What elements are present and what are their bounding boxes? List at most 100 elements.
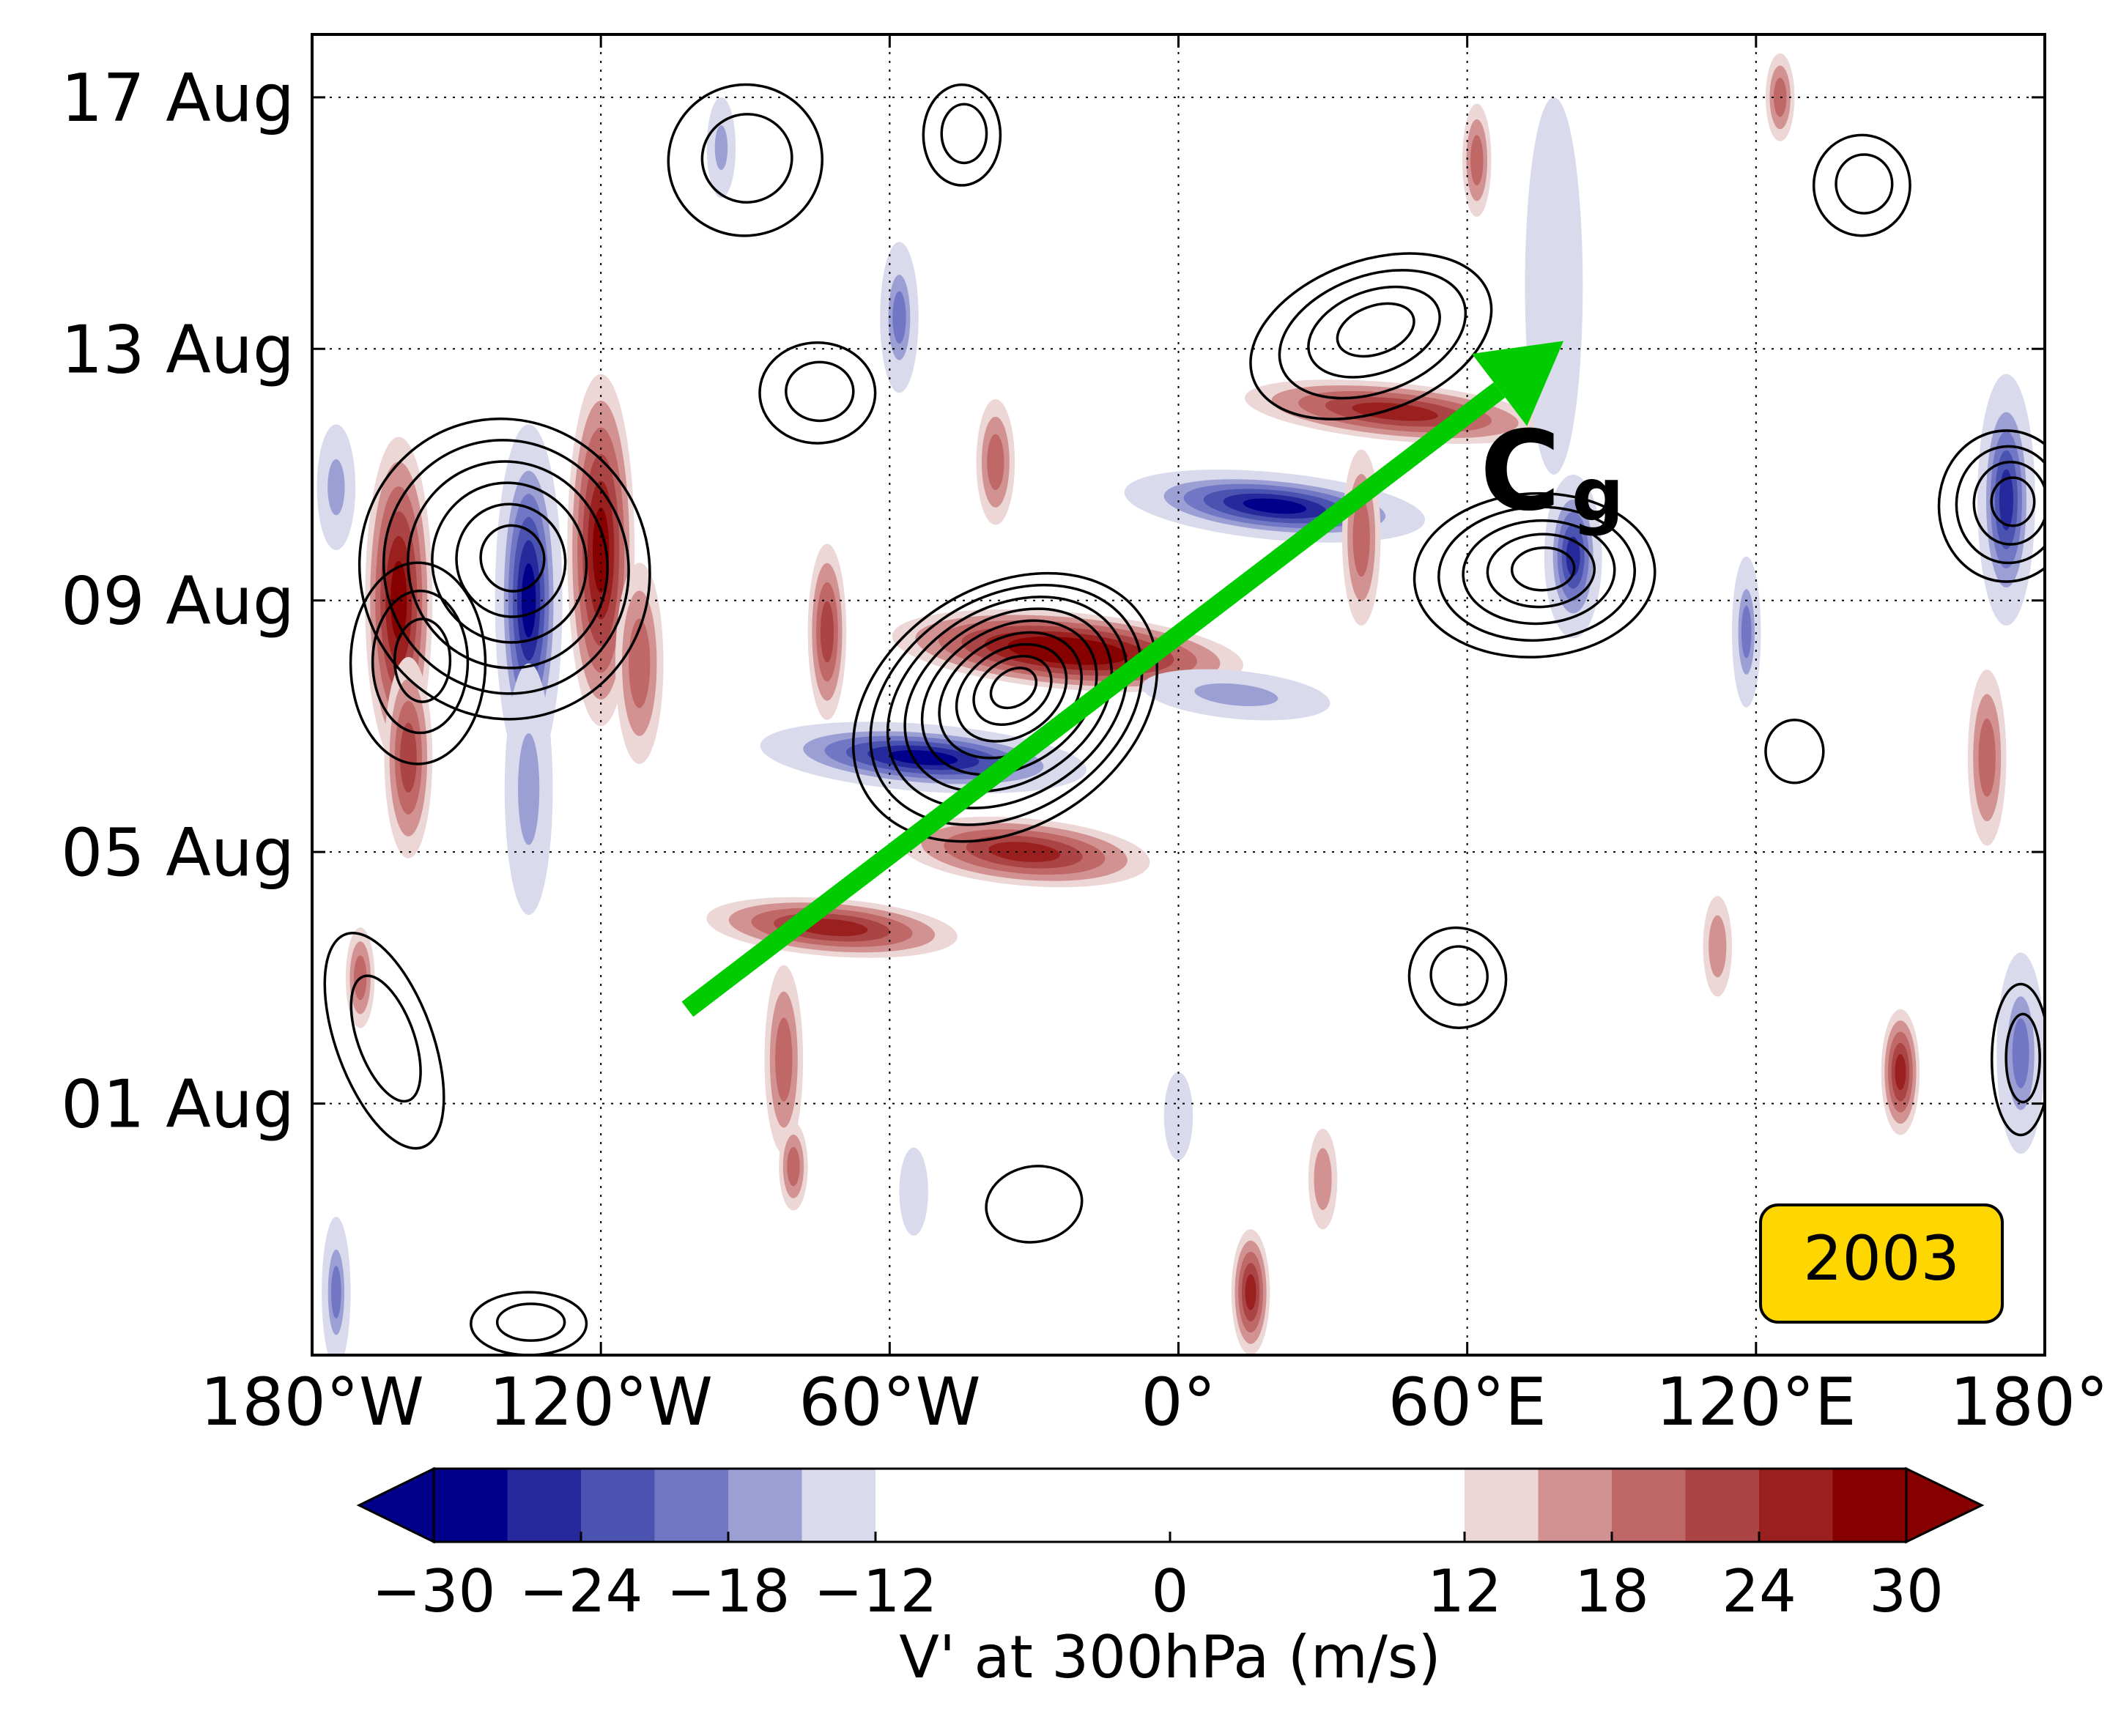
contour-line bbox=[1972, 460, 2045, 546]
anomaly-level bbox=[327, 459, 345, 516]
colorbar-cell bbox=[507, 1469, 581, 1542]
contour-line bbox=[349, 974, 422, 1103]
anomaly-level bbox=[775, 1017, 793, 1102]
colorbar-cell bbox=[1538, 1469, 1612, 1542]
contour-line bbox=[922, 83, 1002, 187]
anomaly-14 bbox=[976, 398, 1015, 525]
anomaly-level bbox=[1999, 469, 2013, 530]
anomaly-23 bbox=[1977, 374, 2035, 626]
x-tick-label: 60°W bbox=[799, 1364, 981, 1441]
anomaly-level bbox=[1709, 915, 1727, 978]
contour-line bbox=[1486, 533, 1596, 609]
contour-line bbox=[920, 619, 1098, 776]
anomaly-8 bbox=[706, 97, 736, 199]
colorbar-tick-label: 24 bbox=[1722, 1557, 1796, 1625]
anomaly-level bbox=[593, 507, 610, 593]
colorbar-cell bbox=[1832, 1469, 1906, 1542]
colorbar-cell bbox=[802, 1469, 876, 1542]
contour-line bbox=[1812, 133, 1911, 237]
colorbar-cell bbox=[876, 1469, 1465, 1542]
contour-line bbox=[667, 83, 823, 237]
arrow-head bbox=[1471, 341, 1564, 426]
colorbar-tick-label: 12 bbox=[1427, 1557, 1502, 1625]
y-tick-label: 01 Aug bbox=[61, 1067, 295, 1143]
contour-line bbox=[407, 460, 610, 669]
contour-line bbox=[1835, 153, 1894, 215]
anomaly-level bbox=[787, 1146, 800, 1187]
anomaly-31 bbox=[779, 1122, 808, 1211]
colorbar-cell bbox=[1612, 1469, 1686, 1542]
arrow-label: C bbox=[1480, 408, 1561, 535]
anomaly-level bbox=[399, 722, 417, 793]
anomaly-level bbox=[820, 601, 834, 663]
contour-line bbox=[1955, 445, 2045, 565]
anomaly-level bbox=[1194, 683, 1278, 707]
contour-line bbox=[479, 524, 546, 593]
contour-line bbox=[323, 932, 445, 1150]
contour-line bbox=[785, 360, 855, 423]
colorbar-extend-min bbox=[356, 1466, 435, 1544]
anomaly-16 bbox=[1142, 669, 1330, 721]
contour-line bbox=[1437, 505, 1637, 642]
anomaly-27 bbox=[1231, 1229, 1270, 1355]
anomaly-7 bbox=[880, 242, 919, 393]
contour-line bbox=[1937, 429, 2045, 583]
contour-line bbox=[1307, 285, 1441, 379]
contour-line bbox=[349, 561, 487, 765]
anomaly-level bbox=[892, 291, 906, 344]
anomaly-28 bbox=[322, 1217, 351, 1355]
anomaly-level bbox=[1030, 642, 1105, 660]
contour-line bbox=[700, 113, 793, 204]
anomaly-level bbox=[987, 434, 1004, 490]
contour-group-13 bbox=[1990, 982, 2045, 1137]
x-tick-label: 120°W bbox=[489, 1364, 713, 1441]
anomaly-21 bbox=[1462, 103, 1492, 217]
contour-line bbox=[1407, 926, 1508, 1029]
colorbar-cell bbox=[1685, 1469, 1759, 1542]
contour-line bbox=[1990, 476, 2036, 527]
contour-line bbox=[1429, 945, 1489, 1006]
contour-lines bbox=[323, 83, 2045, 1355]
colorbar-cell bbox=[434, 1469, 508, 1542]
contour-line bbox=[371, 589, 470, 735]
year-badge-label: 2003 bbox=[1803, 1223, 1960, 1294]
contour-line bbox=[1462, 519, 1616, 626]
contour-group-2 bbox=[349, 561, 487, 765]
anomaly-34 bbox=[1308, 1128, 1338, 1230]
x-tick-label: 180° bbox=[1950, 1364, 2109, 1441]
x-tick-label: 60°E bbox=[1388, 1364, 1546, 1441]
contour-line bbox=[455, 502, 567, 618]
contour-line bbox=[903, 607, 1114, 793]
contour-group-9 bbox=[323, 932, 445, 1150]
contour-line bbox=[382, 439, 630, 695]
contour-line bbox=[1278, 269, 1467, 400]
contour-group-0 bbox=[851, 571, 1159, 843]
contour-group-11 bbox=[985, 1165, 1084, 1244]
contour-line bbox=[431, 481, 588, 644]
anomaly-level bbox=[1470, 135, 1484, 186]
anomaly-level bbox=[1978, 718, 1996, 797]
anomaly-1 bbox=[384, 656, 433, 858]
contour-line bbox=[972, 655, 1053, 726]
contour-line bbox=[1510, 546, 1576, 592]
contour-group-3 bbox=[1413, 492, 1656, 659]
y-tick-label: 05 Aug bbox=[61, 815, 295, 891]
contour-group-14 bbox=[1812, 133, 1911, 237]
contour-line bbox=[989, 667, 1038, 710]
colorbar-tick-label: 30 bbox=[1869, 1557, 1944, 1625]
colorbar-cell bbox=[654, 1469, 728, 1542]
arrow-shaft bbox=[681, 382, 1506, 1017]
contour-group-4 bbox=[1249, 252, 1493, 420]
contour-line bbox=[1413, 492, 1656, 659]
x-tick-label: 120°E bbox=[1656, 1364, 1857, 1441]
colorbar-tick-label: −30 bbox=[372, 1557, 496, 1625]
colorbar-extend-max bbox=[1905, 1466, 1985, 1544]
contour-line bbox=[955, 642, 1068, 743]
year-badge: 2003 bbox=[1759, 1203, 2004, 1324]
anomaly-level bbox=[1314, 1148, 1332, 1210]
contour-line bbox=[1764, 719, 1825, 784]
anomaly-6 bbox=[807, 544, 847, 720]
anomaly-level bbox=[714, 125, 728, 171]
anomaly-level bbox=[1895, 1054, 1906, 1091]
colorbar-tick-label: 0 bbox=[1152, 1557, 1189, 1625]
